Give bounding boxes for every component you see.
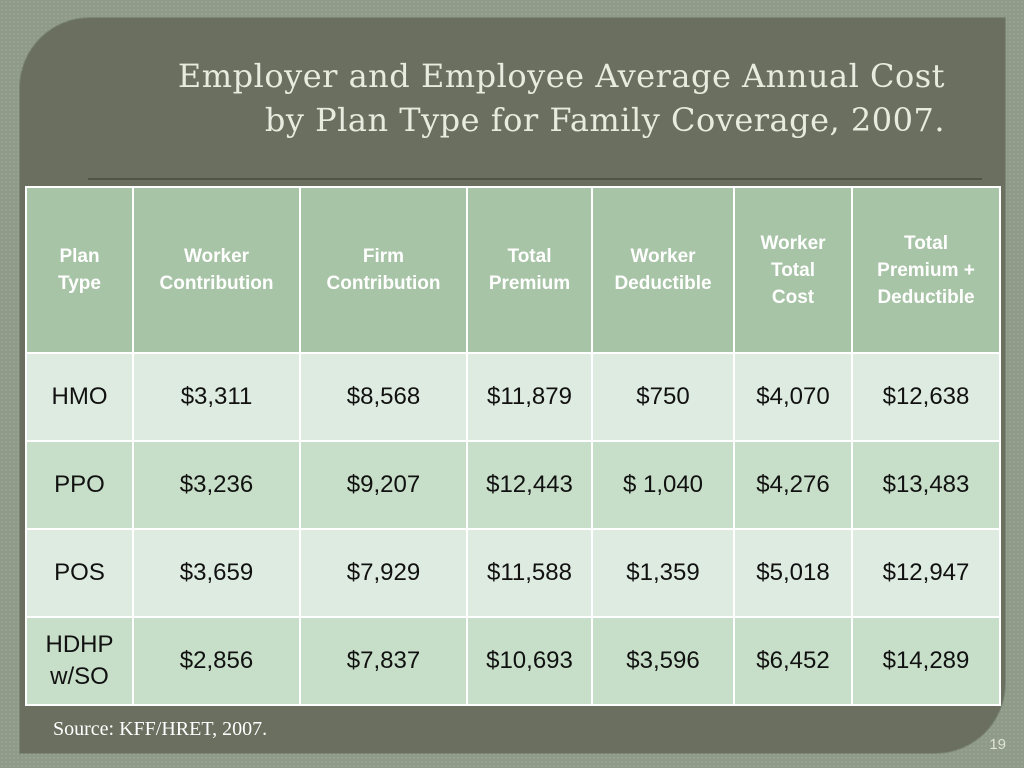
table-row-ppo: PPO $3,236 $9,207 $12,443 $ 1,040 $4,276… (25, 440, 1001, 530)
table-row-hdhp: HDHP w/SO $2,856 $7,837 $10,693 $3,596 $6… (25, 616, 1001, 706)
cell-total-premium-deductible: $13,483 (851, 440, 1001, 530)
table-row-hmo: HMO $3,311 $8,568 $11,879 $750 $4,070 $1… (25, 352, 1001, 442)
cell-total-premium: $10,693 (466, 616, 593, 706)
cell-worker-contribution: $2,856 (132, 616, 301, 706)
cell-total-premium-deductible: $12,638 (851, 352, 1001, 442)
cell-worker-total-cost: $4,276 (733, 440, 853, 530)
cell-firm-contribution: $9,207 (299, 440, 468, 530)
cell-worker-contribution: $3,659 (132, 528, 301, 618)
header-worker-total-cost: Worker Total Cost (733, 186, 853, 354)
cell-total-premium: $11,588 (466, 528, 593, 618)
cell-total-premium-deductible: $14,289 (851, 616, 1001, 706)
table-header-row: Plan Type Worker Contribution Firm Contribu… (25, 186, 1001, 354)
title-line-2: by Plan Type for Family Coverage, 2007. (264, 101, 945, 139)
header-total-premium-deductible: Total Premium + Deductible (851, 186, 1001, 354)
cost-table: Plan Type Worker Contribution Firm Contribu… (25, 186, 1001, 706)
cell-firm-contribution: $7,837 (299, 616, 468, 706)
cell-worker-contribution: $3,311 (132, 352, 301, 442)
cell-worker-total-cost: $5,018 (733, 528, 853, 618)
cell-worker-total-cost: $6,452 (733, 616, 853, 706)
cell-worker-contribution: $3,236 (132, 440, 301, 530)
header-worker-deductible: Worker Deductible (591, 186, 735, 354)
cell-firm-contribution: $7,929 (299, 528, 468, 618)
header-worker-contribution: Worker Contribution (132, 186, 301, 354)
cell-worker-deductible: $ 1,040 (591, 440, 735, 530)
cell-total-premium-deductible: $12,947 (851, 528, 1001, 618)
source-note: Source: KFF/HRET, 2007. (53, 718, 268, 740)
title-divider (88, 178, 982, 180)
page-number: 19 (989, 736, 1006, 753)
header-firm-contribution: Firm Contribution (299, 186, 468, 354)
cell-plan: POS (25, 528, 134, 618)
cell-worker-deductible: $3,596 (591, 616, 735, 706)
header-plan-type: Plan Type (25, 186, 134, 354)
slide-title: Employer and Employee Average Annual Cos… (65, 54, 945, 142)
cell-total-premium: $12,443 (466, 440, 593, 530)
table-row-pos: POS $3,659 $7,929 $11,588 $1,359 $5,018 … (25, 528, 1001, 618)
cell-plan: PPO (25, 440, 134, 530)
cell-worker-total-cost: $4,070 (733, 352, 853, 442)
cell-worker-deductible: $750 (591, 352, 735, 442)
cell-plan: HDHP w/SO (25, 616, 134, 706)
cell-worker-deductible: $1,359 (591, 528, 735, 618)
cell-plan: HMO (25, 352, 134, 442)
title-line-1: Employer and Employee Average Annual Cos… (177, 57, 945, 95)
header-total-premium: Total Premium (466, 186, 593, 354)
cell-firm-contribution: $8,568 (299, 352, 468, 442)
cell-total-premium: $11,879 (466, 352, 593, 442)
